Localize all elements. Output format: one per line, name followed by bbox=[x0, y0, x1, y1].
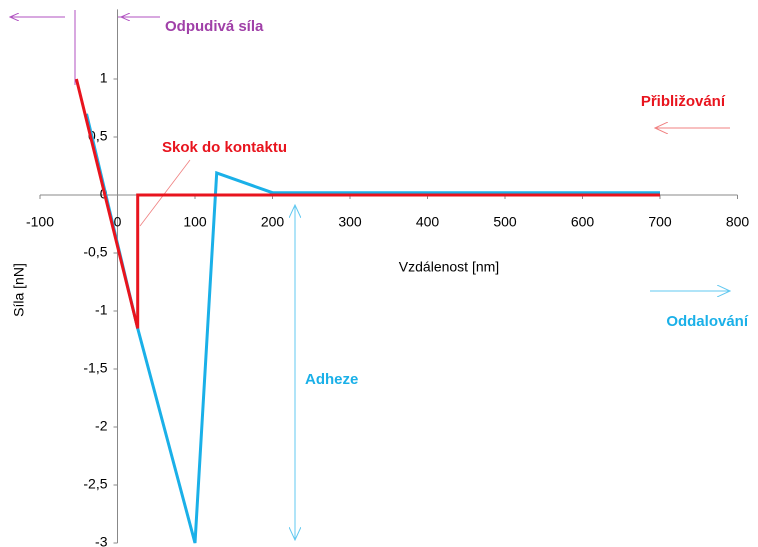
x-tick-label: 500 bbox=[493, 214, 517, 230]
annotation: Adheze bbox=[305, 371, 358, 388]
x-tick-label: -100 bbox=[26, 214, 54, 230]
y-axis-title: Síla [nN] bbox=[11, 263, 27, 317]
y-tick-label: 1 bbox=[100, 70, 108, 86]
annotation: Odpudivá síla bbox=[165, 18, 264, 35]
y-tick-label: -2 bbox=[95, 418, 108, 434]
data-line bbox=[74, 78, 660, 329]
x-tick-label: 100 bbox=[183, 214, 207, 230]
x-tick-label: 0 bbox=[114, 214, 122, 230]
x-tick-label: 600 bbox=[571, 214, 595, 230]
legend-label: Oddalování bbox=[666, 313, 749, 330]
y-tick-label: -3 bbox=[95, 534, 108, 547]
pointer-line bbox=[139, 159, 191, 227]
x-tick-label: 700 bbox=[648, 214, 672, 230]
legend-label: Přibližování bbox=[641, 93, 726, 110]
x-tick-label: 400 bbox=[416, 214, 440, 230]
x-tick-label: 300 bbox=[338, 214, 362, 230]
x-axis-title: Vzdálenost [nm] bbox=[399, 259, 499, 275]
x-tick-label: 800 bbox=[726, 214, 750, 230]
y-tick-label: -0,5 bbox=[83, 244, 107, 260]
x-tick-label: 200 bbox=[261, 214, 285, 230]
y-tick-label: -1 bbox=[95, 302, 108, 318]
y-tick-label: -2,5 bbox=[83, 476, 107, 492]
y-tick-label: -1,5 bbox=[83, 360, 107, 376]
annotation: Skok do kontaktu bbox=[162, 139, 287, 156]
data-line bbox=[85, 113, 660, 544]
